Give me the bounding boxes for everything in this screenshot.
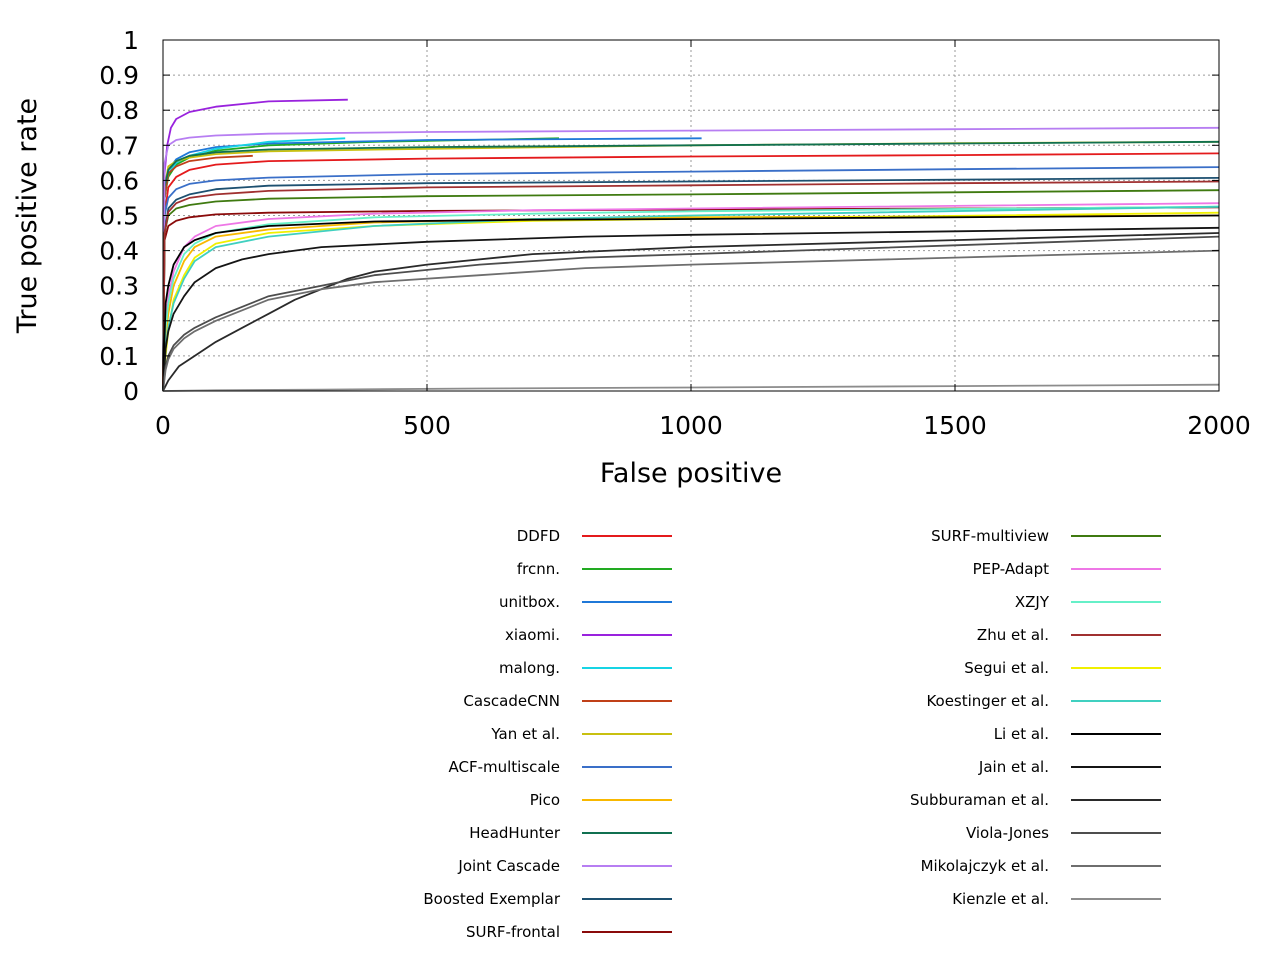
series-line-mikolajczyk-et-al — [162, 249, 1220, 392]
legend-label-zhu-et-al: Zhu et al. — [977, 626, 1049, 644]
legend-label-acf-multiscale: ACF-multiscale — [449, 758, 561, 776]
legend-label-pico: Pico — [530, 791, 560, 809]
y-tick-label: 0.4 — [99, 237, 139, 266]
legend-label-boosted-exemplar: Boosted Exemplar — [423, 890, 560, 908]
y-tick-label: 1 — [123, 26, 139, 55]
legend-label-ddfd: DDFD — [517, 527, 560, 545]
legend-label-cascadecnn: CascadeCNN — [463, 692, 560, 710]
legend-label-yan-et-al: Yan et al. — [490, 725, 560, 743]
series-line-joint-cascade — [162, 126, 1220, 392]
legend: DDFD frcnn. unitbox. xiaomi. malong. CascadeC… — [423, 527, 1161, 941]
series-lines — [162, 98, 1220, 392]
x-tick-label: 500 — [403, 411, 451, 440]
legend-label-unitbox: unitbox. — [499, 593, 560, 611]
y-tick-label: 0.8 — [99, 96, 139, 125]
legend-label-subburaman-et-al: Subburaman et al. — [910, 791, 1049, 809]
y-tick-label: 0.9 — [99, 61, 139, 90]
legend-label-surf-multiview: SURF-multiview — [931, 527, 1049, 545]
series-line-acf-multiscale — [162, 166, 1220, 392]
legend-label-jain-et-al: Jain et al. — [978, 758, 1049, 776]
legend-label-surf-frontal: SURF-frontal — [466, 923, 560, 941]
series-line-surf-frontal — [162, 206, 1220, 392]
legend-label-xiaomi: xiaomi. — [505, 626, 560, 644]
series-line-li-et-al — [162, 214, 1220, 392]
x-axis-title: False positive — [600, 458, 782, 489]
legend-label-kienzle-et-al: Kienzle et al. — [952, 890, 1049, 908]
series-line-xzjy — [162, 205, 1220, 392]
legend-label-xzjy: XZJY — [1015, 593, 1050, 611]
legend-label-malong: malong. — [499, 659, 560, 677]
series-line-zhu-et-al — [162, 180, 1220, 392]
series-line-pep-adapt — [162, 202, 1220, 392]
y-tick-label: 0.1 — [99, 342, 139, 371]
legend-label-pep-adapt: PEP-Adapt — [973, 560, 1050, 578]
legend-label-segui-et-al: Segui et al. — [964, 659, 1049, 677]
x-tick-label: 2000 — [1187, 411, 1251, 440]
legend-label-koestinger-et-al: Koestinger et al. — [926, 692, 1049, 710]
series-line-viola-jones — [162, 235, 1220, 392]
y-tick-label: 0.3 — [99, 272, 139, 301]
legend-label-li-et-al: Li et al. — [994, 725, 1049, 743]
series-line-headhunter — [162, 140, 1220, 392]
legend-label-headhunter: HeadHunter — [469, 824, 561, 842]
x-tick-label: 0 — [155, 411, 171, 440]
legend-label-frcnn: frcnn. — [517, 560, 560, 578]
axis-ticks: 0 500 1000 1500 2000 0 0.1 0.2 0.3 0.4 0.5 0.6 0.7 0.… — [99, 26, 1251, 440]
legend-label-joint-cascade: Joint Cascade — [457, 857, 560, 875]
y-tick-label: 0.5 — [99, 202, 139, 231]
series-line-jain-et-al — [162, 226, 1220, 392]
legend-label-viola-jones: Viola-Jones — [966, 824, 1049, 842]
y-tick-label: 0 — [123, 377, 139, 406]
series-line-ddfd — [162, 152, 1220, 392]
legend-label-mikolajczyk-et-al: Mikolajczyk et al. — [921, 857, 1049, 875]
y-axis-title: True positive rate — [12, 98, 43, 334]
y-tick-label: 0.2 — [99, 307, 139, 336]
x-tick-label: 1000 — [659, 411, 723, 440]
x-tick-label: 1500 — [923, 411, 987, 440]
series-line-subburaman-et-al — [162, 232, 1220, 392]
y-tick-label: 0.6 — [99, 166, 139, 195]
y-tick-label: 0.7 — [99, 131, 139, 160]
